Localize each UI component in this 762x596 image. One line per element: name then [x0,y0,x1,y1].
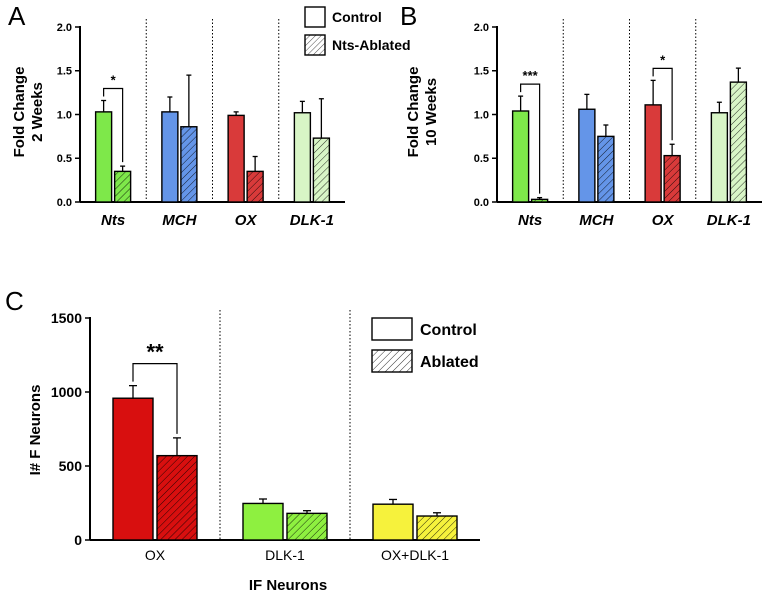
panel-c-significance-label-0: ** [146,340,164,365]
panel-b-bar-hatch-OX [664,155,681,202]
panel-a-bar-hatch-MCH [180,126,197,202]
panel-a-ylabel-line2: 2 Weeks [29,82,46,142]
legend-swatch-control [304,6,326,28]
panel-c-xlabel: IF Neurons [249,577,327,594]
panel-b-bar-Nts-Control [511,110,530,203]
panel-c-bar-OX+DLK-1-Control [372,503,414,541]
panel-a-bar-hatch-OX [247,171,264,202]
legend-label-control: Control [332,9,382,25]
panel-c-legend: Control Ablated [371,317,479,373]
panel-c-bar-OX-Control [112,397,154,541]
panel-b-bar-hatch-DLK-1 [730,82,747,202]
panel-a-bar-Nts-Control [94,111,113,203]
panel-b-significance-label-1: * [660,52,666,67]
panel-a-ytick-label-2: 1.0 [57,109,72,121]
panel-a-bar-hatch-DLK-1 [313,138,330,202]
panel-a-bar-OX-Control [227,114,245,203]
panel-b-ytick-label-2: 1.0 [474,109,489,121]
panel-b-significance-bracket-1 [652,67,673,141]
panel-c-bar-hatch-DLK-1 [287,513,327,540]
panel-b-category-DLK-1: DLK-1 [707,212,751,229]
panel-c-ytick-label-2: 1000 [51,384,82,400]
panel-c-ytick-label-1: 500 [59,458,83,474]
panel-a-ytick-label-0: 0.0 [57,197,72,209]
legend-swatch-control [371,317,413,341]
panel-c-bar-DLK-1-Control [242,502,284,541]
panel-b-bar-DLK-1-Control [710,112,729,203]
panel-c-bar-hatch-OX+DLK-1 [417,516,457,540]
panel-letter-c: C [5,286,24,316]
legend-label-ablated: Ablated [420,354,479,371]
plots-layer: 0.0 0.5 1.0 1.5 2.0 Nts MCH OX DLK-1 * 0.0 0.5 1.0 1.… [51,19,762,563]
panel-a-bar-DLK-1-Control [293,112,312,203]
panel-b-ytick-label-1: 0.5 [474,153,489,165]
panel-c-significance-bracket-0 [132,363,178,434]
panel-letter-b: B [400,1,417,31]
panel-b-bar-OX-Control [644,104,662,203]
legend-label-control: Control [420,322,477,339]
panel-b-ytick-label-3: 1.5 [474,66,489,78]
panel-b-significance-bracket-0 [520,83,541,194]
panel-a-category-Nts: Nts [101,212,125,229]
panel-a-category-DLK-1: DLK-1 [290,212,334,229]
panel-a-legend: Control Nts-Ablated [304,6,411,56]
panel-b-category-MCH: MCH [579,212,614,229]
panel-a-bar-MCH-Control [161,111,179,203]
panel-a-ylabel-line1: Fold Change [11,67,28,158]
panel-b-category-OX: OX [652,212,675,229]
legend-swatch-ablated-hatch [372,350,412,372]
panel-a-ytick-label-1: 0.5 [57,153,72,165]
panel-c-category-OX+DLK-1: OX+DLK-1 [381,547,449,563]
panel-b-significance-label-0: *** [523,68,539,83]
panel-b-ytick-label-4: 2.0 [474,22,489,34]
panel-a-ytick-label-3: 1.5 [57,66,72,78]
panel-c-bar-hatch-OX [157,455,197,540]
panel-b-bar-MCH-Control [578,108,596,203]
legend-swatch-nts-ablated-hatch [305,35,325,55]
legend-label-nts-ablated: Nts-Ablated [332,37,411,53]
panel-b-ytick-label-0: 0.0 [474,197,489,209]
panel-a-ytick-label-4: 2.0 [57,22,72,34]
panel-letter-a: A [8,1,26,31]
panel-c-ylabel: I# F Neurons [27,385,44,476]
panel-c-ytick-label-3: 1500 [51,310,82,326]
panel-b-ylabel-line2: 10 Weeks [423,78,440,146]
panel-b-ylabel-line1: Fold Change [405,67,422,158]
panel-b-bar-hatch-Nts [531,199,548,202]
panel-c-category-OX: OX [145,547,166,563]
panel-a-category-MCH: MCH [162,212,197,229]
panel-a-significance-label-0: * [111,73,117,88]
panel-c-category-DLK-1: DLK-1 [265,547,305,563]
panel-b-bar-hatch-MCH [597,136,614,202]
panel-a-significance-bracket-0 [103,87,124,163]
panel-a-category-OX: OX [235,212,258,229]
panel-c-ytick-label-0: 0 [74,532,82,548]
panel-b-category-Nts: Nts [518,212,542,229]
panel-a-bar-hatch-Nts [114,171,131,202]
